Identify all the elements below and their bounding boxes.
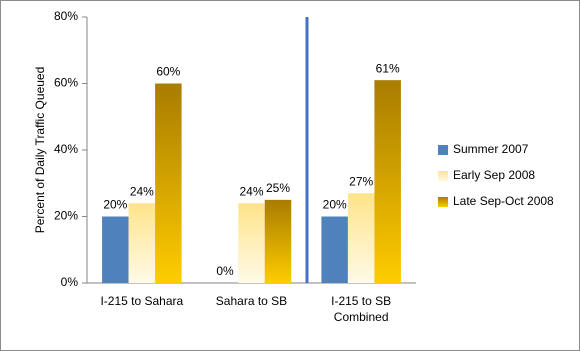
value-label: 24% xyxy=(130,184,154,198)
y-axis-label: Percent of Daily Traffic Queued xyxy=(33,67,47,234)
bar xyxy=(264,199,292,283)
value-label: 24% xyxy=(239,184,263,198)
bar xyxy=(155,83,182,283)
value-label: 20% xyxy=(323,198,347,212)
bar xyxy=(321,216,348,283)
legend-swatch xyxy=(438,171,448,181)
value-label: 60% xyxy=(156,65,180,79)
legend-swatch xyxy=(438,145,448,155)
legend-swatch xyxy=(438,197,448,207)
bar xyxy=(347,193,375,283)
y-tick-label: 0% xyxy=(61,275,79,289)
value-label: 0% xyxy=(216,264,234,278)
legend-label: Late Sep-Oct 2008 xyxy=(453,194,554,208)
bar xyxy=(374,80,401,283)
bar xyxy=(128,203,156,283)
legend-label: Summer 2007 xyxy=(453,142,529,156)
value-label: 27% xyxy=(349,174,373,188)
legend-label: Early Sep 2008 xyxy=(453,168,535,182)
value-label: 20% xyxy=(103,198,127,212)
y-tick-label: 40% xyxy=(54,142,78,156)
bar xyxy=(102,216,129,283)
y-tick-label: 80% xyxy=(54,9,78,23)
y-tick-label: 20% xyxy=(54,209,78,223)
bar xyxy=(238,203,265,283)
x-tick-label: Sahara to SB xyxy=(215,294,288,308)
y-tick-label: 60% xyxy=(54,76,78,90)
x-tick-label: I-215 to SB Combined xyxy=(331,294,392,324)
value-label: 61% xyxy=(376,61,400,75)
x-tick-label: I-215 to Sahara xyxy=(100,294,184,308)
value-label: 25% xyxy=(266,181,290,195)
